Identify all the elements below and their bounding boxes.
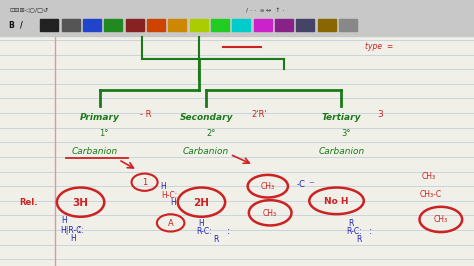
Text: R: R <box>356 235 362 244</box>
Bar <box>126 19 144 31</box>
Text: Carbanion: Carbanion <box>183 147 229 156</box>
Text: 2H: 2H <box>193 198 210 208</box>
Text: Carbanion: Carbanion <box>318 147 365 156</box>
Bar <box>62 19 80 31</box>
Text: 3: 3 <box>377 110 383 119</box>
Bar <box>275 19 293 31</box>
Text: type  =: type = <box>365 42 393 51</box>
Text: Primary: Primary <box>80 113 119 122</box>
Text: / · ·  ə ↔  ↑ ·: / · · ə ↔ ↑ · <box>246 8 285 13</box>
Bar <box>318 19 336 31</box>
Bar <box>104 19 122 31</box>
Text: - R: - R <box>140 110 151 119</box>
Text: R-C:: R-C: <box>346 227 362 236</box>
Text: -C: -C <box>296 180 305 189</box>
Text: 3H: 3H <box>73 198 89 208</box>
Text: 2°: 2° <box>206 128 216 138</box>
Text: H: H <box>170 198 176 207</box>
Text: H|R-C:: H|R-C: <box>61 226 85 235</box>
Text: Secondary: Secondary <box>180 113 233 122</box>
Text: ⊡⊟⊞◁○/□↺: ⊡⊟⊞◁○/□↺ <box>9 8 49 13</box>
Text: A: A <box>168 219 173 228</box>
Text: CH₃-C: CH₃-C <box>419 190 442 199</box>
Text: :: : <box>369 226 372 236</box>
Text: CH₃: CH₃ <box>434 215 448 225</box>
Bar <box>147 19 165 31</box>
Text: H-C:: H-C: <box>161 191 177 200</box>
Text: 1: 1 <box>142 178 147 187</box>
Bar <box>168 19 186 31</box>
Text: R-C:: R-C: <box>197 227 212 236</box>
Text: CH₃: CH₃ <box>261 182 275 191</box>
Text: CH₃: CH₃ <box>263 209 277 218</box>
Text: H: H <box>71 234 76 243</box>
Text: B  /: B / <box>9 21 23 30</box>
Text: 1°: 1° <box>100 128 109 138</box>
Text: H: H <box>161 182 166 191</box>
Text: Carbanion: Carbanion <box>72 147 118 156</box>
Text: R: R <box>213 235 219 244</box>
Text: 2'R': 2'R' <box>251 110 267 119</box>
Bar <box>190 19 208 31</box>
Text: Tertiary: Tertiary <box>321 113 361 122</box>
Bar <box>83 19 101 31</box>
Text: No H: No H <box>324 197 349 206</box>
Text: :: : <box>228 226 230 236</box>
Bar <box>254 19 272 31</box>
Text: H: H <box>61 216 67 225</box>
Bar <box>339 19 357 31</box>
Text: :: : <box>78 224 81 234</box>
Text: ⁻: ⁻ <box>308 180 314 190</box>
Text: 3°: 3° <box>341 128 351 138</box>
Text: Rel.: Rel. <box>19 198 38 207</box>
Text: CH₃: CH₃ <box>422 172 436 181</box>
Bar <box>232 19 250 31</box>
Bar <box>40 19 58 31</box>
Bar <box>0 0 474 36</box>
Bar <box>211 19 229 31</box>
Text: H: H <box>199 219 204 228</box>
Text: R: R <box>348 219 354 228</box>
Bar <box>296 19 314 31</box>
